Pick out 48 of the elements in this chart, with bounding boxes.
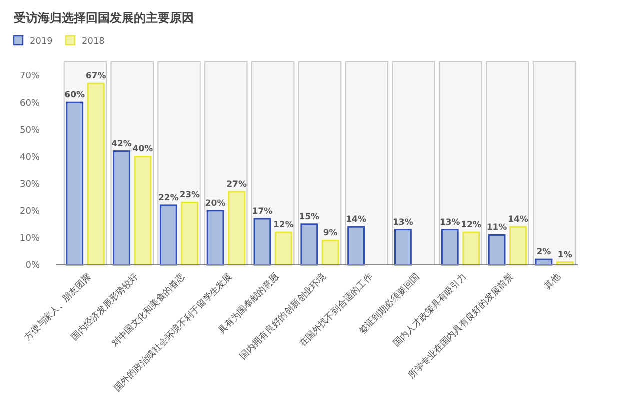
bar [228,191,246,266]
data-label: 67% [86,72,107,82]
data-label: 13% [393,218,414,228]
bar [462,232,480,266]
y-tick-label: 20% [20,207,40,218]
data-label: 42% [112,139,132,150]
bar [348,226,366,266]
bar [510,226,527,266]
data-label: 12% [274,220,294,231]
y-tick-label: 70% [20,72,40,82]
data-label: 12% [461,220,482,231]
y-tick-label: 30% [20,180,40,190]
x-tick-label: 其他 [542,272,563,292]
data-label: 22% [158,193,180,204]
y-tick-label: 10% [20,234,40,244]
y-tick-label: 50% [20,126,40,136]
bar [113,150,130,266]
bar [206,210,224,266]
bar [254,218,272,266]
bar [300,224,318,266]
chart-title: 受访海归选择回国发展的主要原因 [13,11,194,25]
data-label: 40% [132,144,154,155]
data-label: 9% [323,228,338,239]
bar [181,202,199,266]
y-tick-label: 0% [26,261,40,272]
data-label: 14% [508,215,529,226]
data-label: 20% [205,198,226,209]
y-tick-label: 40% [20,152,40,163]
bar [488,234,506,266]
data-label: 11% [486,223,508,234]
data-label: 23% [180,190,201,201]
bar [134,156,152,266]
bar [160,204,178,266]
bar [274,232,292,266]
data-label: 13% [440,218,461,228]
legend-label: 2018 [82,37,106,47]
bar [441,229,459,266]
data-label: 1% [558,250,573,260]
data-label: 60% [64,90,86,101]
bar [322,240,340,266]
data-label: 27% [226,180,248,190]
data-label: 15% [299,212,320,222]
bar [394,229,412,266]
data-label: 2% [536,248,552,258]
data-label: 17% [252,206,274,217]
legend-label: 2019 [30,37,54,47]
y-tick-label: 60% [20,98,40,109]
data-label: 14% [346,215,367,226]
